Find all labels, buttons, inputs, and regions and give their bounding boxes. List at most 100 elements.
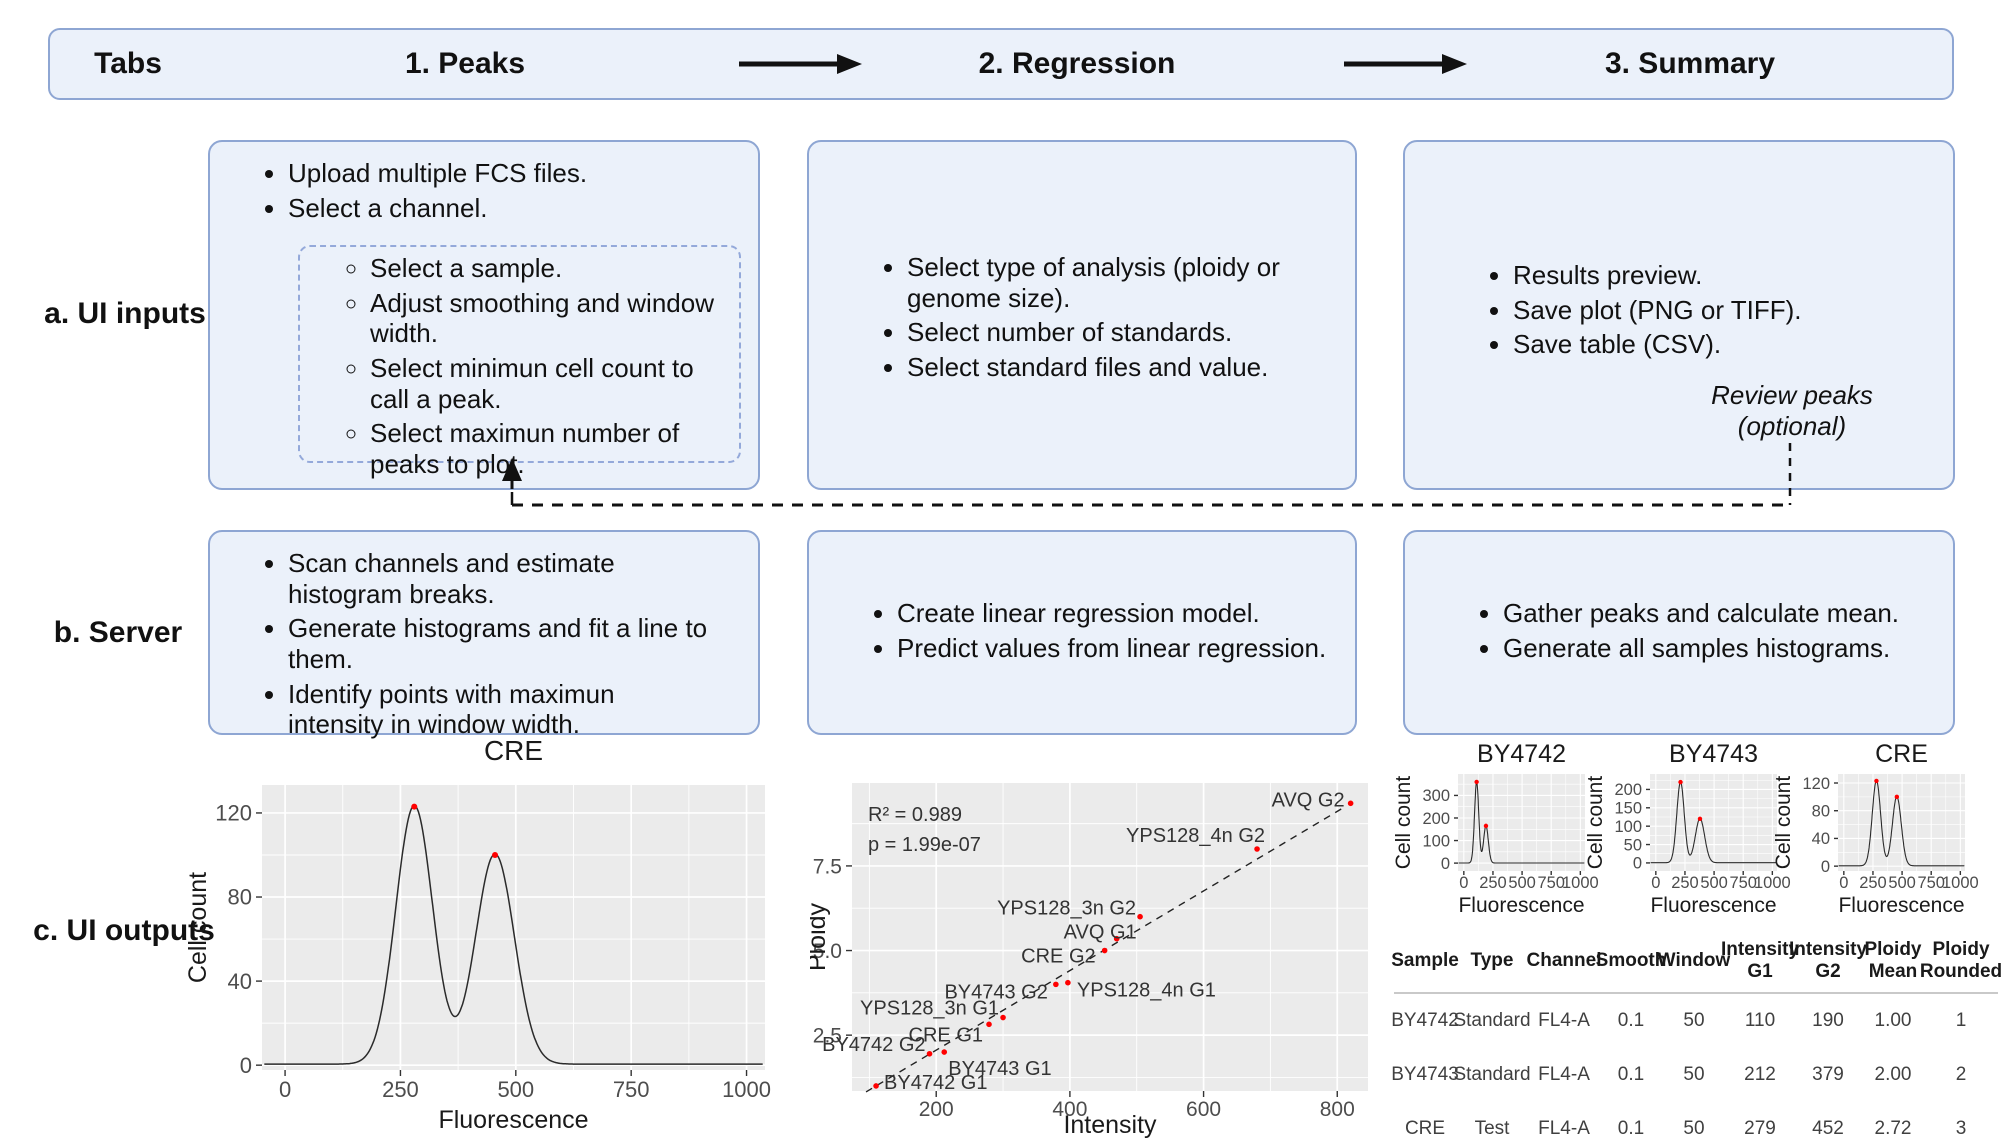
table-cell: 50 <box>1683 1118 1705 1139</box>
svg-text:250: 250 <box>382 1077 419 1102</box>
table-cell: BY4743 <box>1391 1064 1459 1085</box>
tab-regression: 2. Regression <box>978 47 1176 80</box>
row-label-ui-inputs: a. UI inputs <box>44 297 206 330</box>
table-cell: 2 <box>1955 1064 1967 1085</box>
bullet-item: Create linear regression model. <box>897 598 1367 629</box>
box-ui-inputs-regression: Select type of analysis (ploidy or genom… <box>807 140 1357 490</box>
bullet-item: Identify points with maximun intensity i… <box>288 679 768 740</box>
table-header-cell: Sample <box>1391 950 1459 972</box>
svg-text:500: 500 <box>1508 874 1536 892</box>
svg-text:2.5: 2.5 <box>813 1025 842 1048</box>
table-header-cell: Intensity G1 <box>1720 939 1800 982</box>
svg-text:100: 100 <box>1614 818 1642 836</box>
bullet-item: Generate all samples histograms. <box>1503 633 1963 664</box>
table-divider <box>1394 992 1998 994</box>
table-cell: 0.1 <box>1617 1064 1645 1085</box>
bullet-item: Upload multiple FCS files. <box>288 158 758 189</box>
svg-text:YPS128_4n G2: YPS128_4n G2 <box>1126 825 1265 847</box>
table-cell: 212 <box>1744 1064 1776 1085</box>
bullet-item: Save table (CSV). <box>1513 329 1943 360</box>
svg-text:R² = 0.989: R² = 0.989 <box>868 804 962 826</box>
table-cell: 379 <box>1812 1064 1844 1085</box>
svg-text:YPS128_3n G2: YPS128_3n G2 <box>997 898 1136 920</box>
svg-text:600: 600 <box>1186 1098 1221 1121</box>
svg-text:750: 750 <box>613 1077 650 1102</box>
svg-text:AVQ G1: AVQ G1 <box>1064 922 1137 944</box>
svg-text:BY4743: BY4743 <box>1669 740 1758 768</box>
tab-bar: Tabs 1. Peaks 2. Regression 3. Summary <box>48 28 1954 100</box>
svg-text:40: 40 <box>1812 830 1830 848</box>
bullet-item: Save plot (PNG or TIFF). <box>1513 295 1943 326</box>
svg-text:750: 750 <box>1917 874 1945 892</box>
chart-by4743-mini-histogram: 0 250 500 7501000050100150200BY4743Fluoresc… <box>1587 740 1791 917</box>
bullet-list: Scan channels and estimate histogram bre… <box>256 548 768 744</box>
results-table: Sample Type Channel Smooth Window Intensity G… <box>1391 930 2003 1146</box>
bullet-item: Select type of analysis (ploidy or genom… <box>907 252 1337 313</box>
table-cell: FL4-A <box>1538 1118 1590 1139</box>
table-cell: 0.1 <box>1617 1118 1645 1139</box>
svg-text:300: 300 <box>1422 787 1450 805</box>
table-header-cell: Ploidy Rounded <box>1919 939 2003 982</box>
bullet-item: Results preview. <box>1513 260 1943 291</box>
table-cell: Test <box>1474 1118 1510 1139</box>
table-header-cell: Intensity G2 <box>1788 939 1868 982</box>
svg-text:0: 0 <box>240 1053 252 1078</box>
table-header-cell: Ploidy Mean <box>1864 939 1922 982</box>
box-server-peaks: Scan channels and estimate histogram bre… <box>208 530 760 739</box>
table-cell: CRE <box>1404 1118 1446 1139</box>
svg-text:200: 200 <box>919 1098 954 1121</box>
svg-text:1000: 1000 <box>1562 874 1599 892</box>
svg-text:0: 0 <box>1821 858 1830 876</box>
peak-options-dashed-box: Select a sample. Adjust smoothing and wi… <box>298 245 741 479</box>
table-header-cell: Window <box>1657 950 1731 972</box>
table-cell: 0.1 <box>1617 1010 1645 1031</box>
table-header-cell: Type <box>1470 950 1514 972</box>
bullet-item: Select maximun number of peaks to plot. <box>370 418 730 479</box>
table-cell: 50 <box>1683 1064 1705 1085</box>
flow-arrow-icon <box>1344 54 1467 74</box>
table-cell: 1.00 <box>1874 1010 1912 1031</box>
svg-text:800: 800 <box>1320 1098 1355 1121</box>
svg-text:Fluorescence: Fluorescence <box>438 1106 588 1134</box>
svg-text:BY4742: BY4742 <box>1477 740 1566 768</box>
svg-text:0: 0 <box>1839 874 1848 892</box>
svg-text:200: 200 <box>1422 810 1450 828</box>
svg-text:0: 0 <box>1633 855 1642 873</box>
svg-text:CRE G1: CRE G1 <box>909 1024 983 1046</box>
box-ui-inputs-peaks: Upload multiple FCS files. Select a chan… <box>208 140 760 490</box>
svg-text:500: 500 <box>1888 874 1916 892</box>
bullet-item: Select a channel. <box>288 193 758 224</box>
tabs-heading: Tabs <box>94 47 162 80</box>
svg-text:0: 0 <box>1651 874 1660 892</box>
table-cell: 190 <box>1812 1010 1844 1031</box>
table-header-cell: Channel <box>1526 950 1602 972</box>
svg-text:CRE G2: CRE G2 <box>1021 946 1095 968</box>
table-cell: FL4-A <box>1538 1064 1590 1085</box>
svg-text:Intensity: Intensity <box>1063 1111 1157 1139</box>
sub-bullet-list: Select a sample. Adjust smoothing and wi… <box>338 253 730 484</box>
svg-text:0: 0 <box>279 1077 291 1102</box>
svg-text:Ploidy: Ploidy <box>810 902 831 971</box>
table-cell: BY4742 <box>1391 1010 1459 1031</box>
svg-text:200: 200 <box>1614 781 1642 799</box>
bullet-item: Select number of standards. <box>907 317 1337 348</box>
bullet-item: Select standard files and value. <box>907 352 1337 383</box>
svg-text:p = 1.99e-07: p = 1.99e-07 <box>868 834 981 856</box>
svg-text:750: 750 <box>1729 874 1757 892</box>
svg-text:Cell count: Cell count <box>1587 776 1607 870</box>
bullet-item: Select a sample. <box>370 253 730 284</box>
bullet-list: Select type of analysis (ploidy or genom… <box>875 252 1337 387</box>
bullet-list: Gather peaks and calculate mean. Generat… <box>1471 598 1963 667</box>
svg-text:Fluorescence: Fluorescence <box>1650 894 1776 917</box>
row-label-server: b. Server <box>53 616 183 649</box>
table-cell: 1 <box>1955 1010 1967 1031</box>
svg-text:500: 500 <box>497 1077 534 1102</box>
svg-text:750: 750 <box>1537 874 1565 892</box>
svg-text:Fluorescence: Fluorescence <box>1458 894 1584 917</box>
bullet-item: Gather peaks and calculate mean. <box>1503 598 1963 629</box>
svg-text:BY4742 G1: BY4742 G1 <box>884 1072 987 1094</box>
svg-text:5.0: 5.0 <box>813 940 842 963</box>
svg-text:150: 150 <box>1614 800 1642 818</box>
